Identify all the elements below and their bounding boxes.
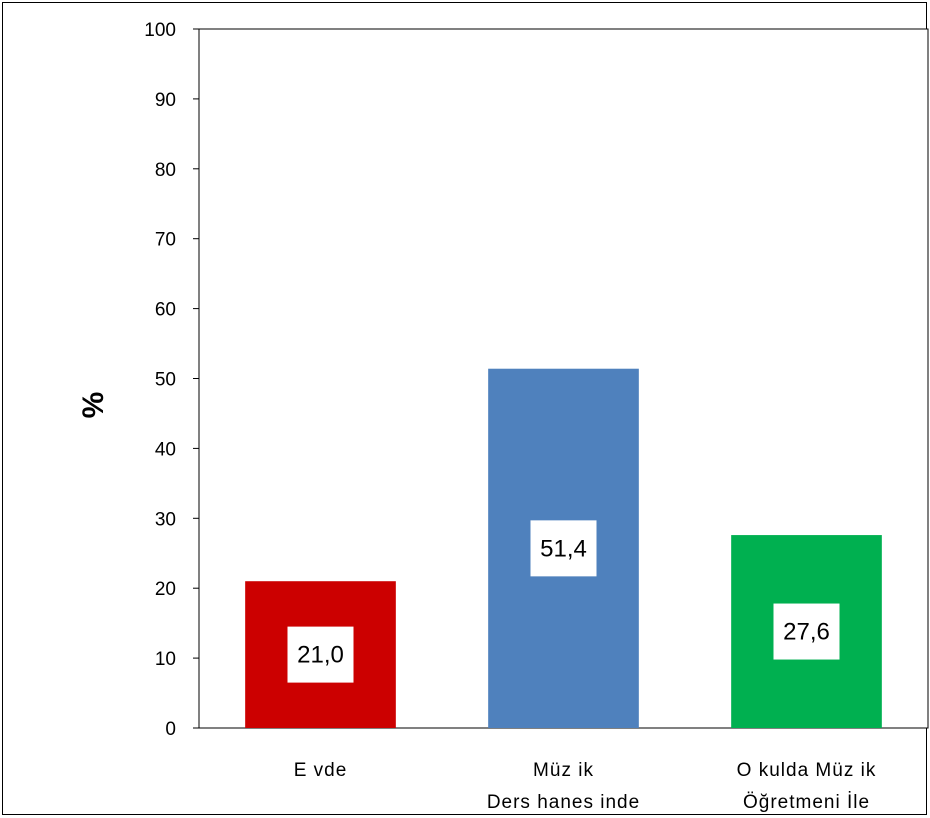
y-tick-label: 60 bbox=[155, 300, 176, 321]
y-tick-label: 100 bbox=[144, 20, 176, 41]
data-label-box bbox=[287, 626, 354, 683]
y-tick-label: 50 bbox=[155, 370, 176, 391]
y-tick-label: 70 bbox=[155, 230, 176, 251]
data-label-box bbox=[530, 520, 597, 577]
data-label: 27,6 bbox=[783, 619, 830, 646]
y-tick-label: 0 bbox=[165, 719, 176, 740]
category-label: Ders hanes inde bbox=[487, 792, 640, 813]
y-tick-label: 30 bbox=[155, 509, 176, 530]
y-tick-label: 90 bbox=[155, 90, 176, 111]
bars: 21,0 51,4 27,6 bbox=[245, 368, 882, 728]
category-label: Öğretmeni İle bbox=[743, 792, 870, 813]
x-axis-labels: E vde Müz ik Ders hanes inde O kulda Müz ik… bbox=[294, 760, 877, 813]
category-label: E vde bbox=[294, 760, 348, 781]
data-label-box bbox=[773, 603, 840, 660]
data-label: 21,0 bbox=[297, 642, 344, 669]
y-axis-label: % bbox=[77, 392, 110, 419]
category-label: Müz ik bbox=[533, 760, 594, 781]
y-tick-label: 20 bbox=[155, 579, 176, 600]
data-label: 51,4 bbox=[540, 535, 587, 562]
y-tick-label: 10 bbox=[155, 649, 176, 670]
category-label: O kulda Müz ik bbox=[737, 760, 877, 781]
y-tick-label: 40 bbox=[155, 439, 176, 460]
y-axis: 0 10 20 30 40 50 60 70 80 90 100 bbox=[144, 20, 199, 740]
y-tick-label: 80 bbox=[155, 160, 176, 181]
